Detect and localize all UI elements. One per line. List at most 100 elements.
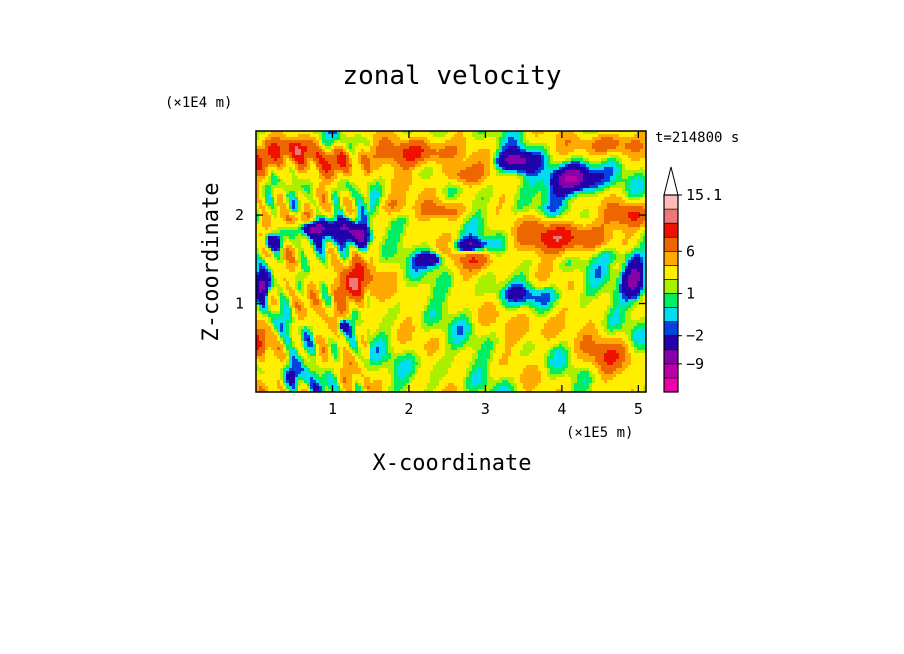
heatmap-cell bbox=[289, 233, 293, 237]
heatmap-cell bbox=[493, 233, 497, 237]
heatmap-cell bbox=[610, 230, 614, 234]
heatmap-cell bbox=[295, 176, 299, 180]
heatmap-cell bbox=[604, 173, 608, 177]
heatmap-cell bbox=[403, 233, 407, 237]
heatmap-cell bbox=[403, 134, 407, 138]
heatmap-cell bbox=[625, 197, 629, 201]
heatmap-cell bbox=[436, 176, 440, 180]
heatmap-cell bbox=[571, 161, 575, 165]
heatmap-cell bbox=[583, 230, 587, 234]
heatmap-cell bbox=[592, 221, 596, 225]
heatmap-cell bbox=[511, 140, 515, 144]
heatmap-cell bbox=[538, 242, 542, 246]
heatmap-cell bbox=[445, 212, 449, 216]
heatmap-cell bbox=[295, 194, 299, 198]
heatmap-cell bbox=[583, 149, 587, 153]
heatmap-cell bbox=[391, 221, 395, 225]
heatmap-cell bbox=[331, 155, 335, 159]
heatmap-cell bbox=[568, 179, 572, 183]
heatmap-cell bbox=[331, 173, 335, 177]
heatmap-cell bbox=[622, 164, 626, 168]
heatmap-cell bbox=[604, 206, 608, 210]
heatmap-cell bbox=[430, 155, 434, 159]
heatmap-cell bbox=[421, 200, 425, 204]
heatmap-cell bbox=[277, 209, 281, 213]
heatmap-cell bbox=[274, 149, 278, 153]
heatmap-cell bbox=[334, 203, 338, 207]
heatmap-cell bbox=[322, 185, 326, 189]
heatmap-cell bbox=[277, 170, 281, 174]
heatmap-cell bbox=[421, 152, 425, 156]
heatmap-cell bbox=[463, 221, 467, 225]
heatmap-cell bbox=[259, 131, 263, 135]
heatmap-cell bbox=[481, 242, 485, 246]
heatmap-cell bbox=[643, 170, 647, 174]
heatmap-cell bbox=[472, 242, 476, 246]
heatmap-cell bbox=[589, 227, 593, 231]
heatmap-cell bbox=[391, 206, 395, 210]
heatmap-cell bbox=[475, 179, 479, 183]
heatmap-cell bbox=[400, 203, 404, 207]
heatmap-cell bbox=[505, 188, 509, 192]
heatmap-cell bbox=[412, 152, 416, 156]
heatmap-cell bbox=[415, 152, 419, 156]
heatmap-cell bbox=[562, 167, 566, 171]
heatmap-cell bbox=[535, 242, 539, 246]
heatmap-cell bbox=[346, 173, 350, 177]
heatmap-cell bbox=[574, 152, 578, 156]
heatmap-cell bbox=[256, 206, 260, 210]
heatmap-cell bbox=[376, 224, 380, 228]
heatmap-cell bbox=[487, 140, 491, 144]
heatmap-cell bbox=[322, 167, 326, 171]
heatmap-cell bbox=[427, 149, 431, 153]
heatmap-cell bbox=[568, 137, 572, 141]
heatmap-cell bbox=[349, 242, 353, 246]
heatmap-cell bbox=[514, 218, 518, 222]
heatmap-cell bbox=[628, 227, 632, 231]
heatmap-cell bbox=[337, 164, 341, 168]
heatmap-cell bbox=[415, 164, 419, 168]
heatmap-cell bbox=[631, 134, 635, 138]
heatmap-cell bbox=[427, 212, 431, 216]
heatmap-cell bbox=[271, 209, 275, 213]
heatmap-cell bbox=[616, 155, 620, 159]
heatmap-cell bbox=[280, 203, 284, 207]
heatmap-cell bbox=[256, 245, 260, 249]
heatmap-cell bbox=[478, 203, 482, 207]
heatmap-cell bbox=[535, 206, 539, 210]
heatmap-cell bbox=[328, 233, 332, 237]
heatmap-cell bbox=[295, 137, 299, 141]
heatmap-cell bbox=[310, 137, 314, 141]
heatmap-cell bbox=[481, 206, 485, 210]
heatmap-cell bbox=[580, 131, 584, 135]
heatmap-cell bbox=[286, 131, 290, 135]
heatmap-cell bbox=[397, 227, 401, 231]
heatmap-cell bbox=[289, 176, 293, 180]
heatmap-cell bbox=[325, 176, 329, 180]
heatmap-cell bbox=[325, 134, 329, 138]
heatmap-cell bbox=[385, 236, 389, 240]
heatmap-cell bbox=[388, 194, 392, 198]
heatmap-cell bbox=[319, 245, 323, 249]
heatmap-cell bbox=[625, 230, 629, 234]
heatmap-cell bbox=[340, 188, 344, 192]
heatmap-cell bbox=[424, 137, 428, 141]
heatmap-cell bbox=[514, 134, 518, 138]
heatmap-cell bbox=[343, 137, 347, 141]
heatmap-cell bbox=[406, 206, 410, 210]
heatmap-cell bbox=[433, 185, 437, 189]
heatmap-cell bbox=[538, 224, 542, 228]
heatmap-cell bbox=[490, 143, 494, 147]
heatmap-cell bbox=[511, 167, 515, 171]
heatmap-cell bbox=[643, 134, 647, 138]
heatmap-cell bbox=[283, 203, 287, 207]
heatmap-cell bbox=[538, 227, 542, 231]
heatmap-cell bbox=[283, 230, 287, 234]
heatmap-cell bbox=[259, 224, 263, 228]
heatmap-cell bbox=[280, 224, 284, 228]
heatmap-cell bbox=[370, 233, 374, 237]
heatmap-cell bbox=[523, 176, 527, 180]
heatmap-cell bbox=[406, 221, 410, 225]
heatmap-cell bbox=[553, 149, 557, 153]
heatmap-cell bbox=[283, 140, 287, 144]
